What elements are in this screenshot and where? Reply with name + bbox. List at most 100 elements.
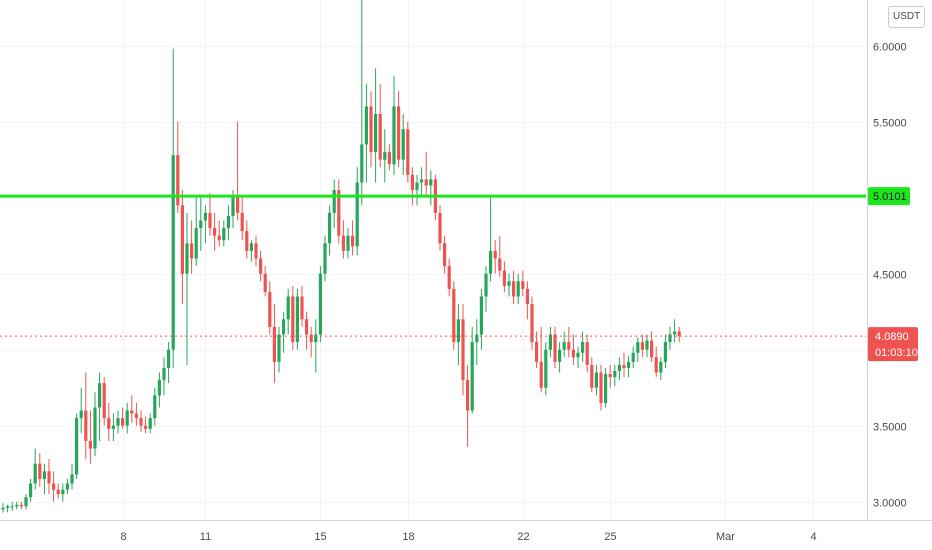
candle-body bbox=[470, 342, 474, 411]
candle-body bbox=[590, 364, 594, 388]
candle-body bbox=[383, 152, 387, 160]
candle-body bbox=[558, 349, 562, 362]
candle-body bbox=[272, 326, 276, 362]
time-axis[interactable]: 8 11 15 18 22 25 Mar 4 bbox=[120, 531, 816, 543]
candle-body bbox=[415, 182, 419, 191]
candle-body bbox=[102, 383, 106, 419]
candle-body bbox=[259, 258, 263, 274]
price-tick-label: 6.0000 bbox=[873, 42, 907, 54]
candle-body bbox=[535, 342, 539, 362]
candle-body bbox=[475, 334, 479, 343]
candle-body bbox=[456, 319, 460, 343]
price-tick-label: 4.5000 bbox=[873, 270, 907, 282]
candle-body bbox=[277, 334, 281, 362]
time-tick-label: 11 bbox=[200, 531, 211, 543]
candle-body bbox=[213, 228, 217, 236]
candle-body bbox=[654, 357, 658, 373]
candle-body bbox=[300, 296, 304, 320]
candle-body bbox=[636, 342, 640, 353]
candle-body bbox=[673, 331, 677, 335]
candle-body bbox=[125, 410, 129, 426]
candle-body bbox=[199, 220, 203, 229]
candle-body bbox=[231, 197, 235, 216]
candle-body bbox=[576, 352, 580, 358]
candle-body bbox=[10, 506, 14, 508]
candle-body bbox=[249, 243, 253, 251]
candle-body bbox=[622, 364, 626, 368]
candle-body bbox=[337, 190, 341, 236]
candle-body bbox=[134, 413, 138, 419]
candle-body bbox=[608, 374, 612, 378]
candle-body bbox=[677, 331, 681, 337]
candle-body bbox=[75, 418, 79, 475]
candle-body bbox=[401, 129, 405, 160]
candle-body bbox=[305, 319, 309, 335]
candle-body bbox=[121, 418, 125, 426]
candle-body bbox=[631, 352, 635, 362]
candle-body bbox=[392, 106, 396, 165]
candle-body bbox=[650, 340, 654, 358]
level-price-label: 5.0101 bbox=[873, 191, 907, 203]
candle-body bbox=[19, 504, 23, 507]
candle-body bbox=[512, 281, 516, 297]
candle-body bbox=[130, 410, 134, 414]
candle-body bbox=[65, 483, 69, 490]
candle-body bbox=[466, 380, 470, 411]
candle-body bbox=[374, 114, 378, 153]
candle-body bbox=[378, 114, 382, 160]
candle-body bbox=[84, 410, 88, 441]
candle-body bbox=[516, 281, 520, 297]
time-tick-label: 22 bbox=[517, 531, 529, 543]
candle-body bbox=[268, 291, 272, 327]
candle-body bbox=[309, 334, 313, 343]
candle-body bbox=[493, 250, 497, 259]
candle-body bbox=[236, 197, 240, 213]
candle-body bbox=[88, 440, 92, 449]
candle-body bbox=[180, 205, 184, 274]
candle-body bbox=[489, 250, 493, 274]
candle-body bbox=[314, 334, 318, 343]
candle-body bbox=[397, 106, 401, 160]
candle-body bbox=[604, 374, 608, 403]
candle-body bbox=[144, 425, 148, 429]
candle-body bbox=[355, 182, 359, 247]
candle-body bbox=[171, 155, 175, 350]
candle-body bbox=[406, 129, 410, 175]
candle-body bbox=[222, 228, 226, 241]
candle-body bbox=[438, 212, 442, 244]
candle-body bbox=[98, 383, 102, 408]
candle-body bbox=[567, 342, 571, 350]
candle-body bbox=[599, 372, 603, 403]
candle-body bbox=[185, 243, 189, 274]
candles bbox=[1, 0, 681, 513]
candle-body bbox=[157, 380, 161, 396]
time-tick-label: 8 bbox=[120, 531, 126, 543]
candle-body bbox=[502, 270, 506, 286]
candle-body bbox=[571, 349, 575, 358]
candle-body bbox=[29, 483, 33, 498]
candle-body bbox=[429, 179, 433, 186]
candle-body bbox=[162, 367, 166, 381]
time-tick-label: 15 bbox=[314, 531, 326, 543]
candle-body bbox=[79, 410, 83, 419]
candle-body bbox=[70, 474, 74, 484]
candle-body bbox=[291, 296, 295, 343]
grid bbox=[0, 0, 866, 520]
candle-body bbox=[562, 342, 566, 350]
candle-body bbox=[663, 342, 667, 362]
candle-body bbox=[295, 296, 299, 343]
candle-body bbox=[176, 155, 180, 206]
candle-body bbox=[539, 361, 543, 388]
candle-body bbox=[282, 319, 286, 335]
candle-body bbox=[585, 342, 589, 365]
candle-body bbox=[24, 497, 28, 507]
candle-body bbox=[507, 281, 511, 286]
candle-body bbox=[190, 243, 194, 259]
candle-body bbox=[410, 174, 414, 191]
price-axis[interactable]: 6.56.00005.50005.00004.50004.00003.50003… bbox=[873, 0, 907, 510]
candle-body bbox=[93, 407, 97, 449]
last-price-badge bbox=[868, 327, 918, 362]
candle-body bbox=[553, 334, 557, 362]
